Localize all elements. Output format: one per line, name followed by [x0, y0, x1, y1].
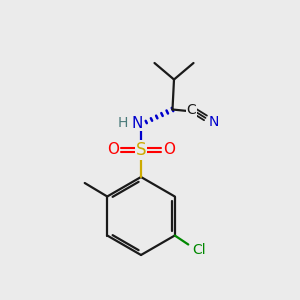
- Text: O: O: [163, 142, 175, 158]
- Text: N: N: [132, 116, 143, 130]
- Text: Cl: Cl: [193, 243, 206, 256]
- Text: S: S: [136, 141, 146, 159]
- Text: O: O: [107, 142, 119, 158]
- Text: N: N: [208, 115, 219, 129]
- Text: H: H: [118, 116, 128, 130]
- Text: C: C: [187, 103, 196, 116]
